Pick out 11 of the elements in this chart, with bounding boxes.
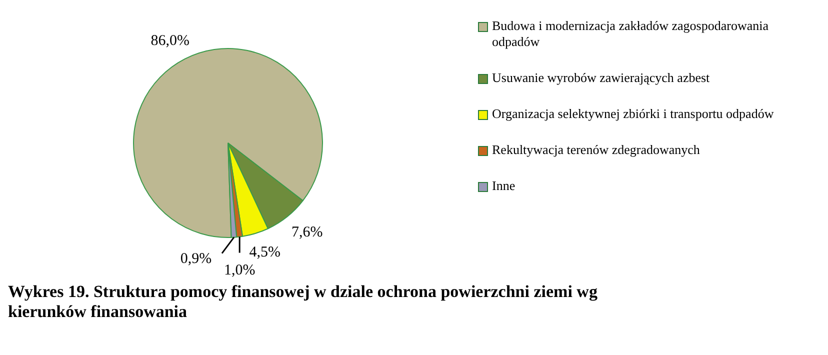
data-label: 1,0% (224, 262, 256, 279)
legend-label: Organizacja selektywnej zbiórki i transportu odpadów (492, 106, 774, 122)
data-label: 7,6% (292, 224, 323, 240)
legend-label: Rekultywacja terenów zdegradowanych (492, 142, 700, 158)
data-label: 0,9% (180, 251, 212, 268)
text: Wykres 19. Struktura pomocy finansowej w dziale ochrona powierzchni ziemi wg kierunków finansowania (8, 282, 598, 322)
data-label: 86,0% (150, 33, 190, 50)
legend-label: Usuwanie wyrobów zawierających azbest (492, 70, 710, 86)
legend-label: Budowa i modernizacja zakładów zagospodarowania odpadów (492, 18, 770, 50)
legend-label: Inne (492, 178, 516, 194)
data-label: 4,5% (249, 244, 280, 260)
